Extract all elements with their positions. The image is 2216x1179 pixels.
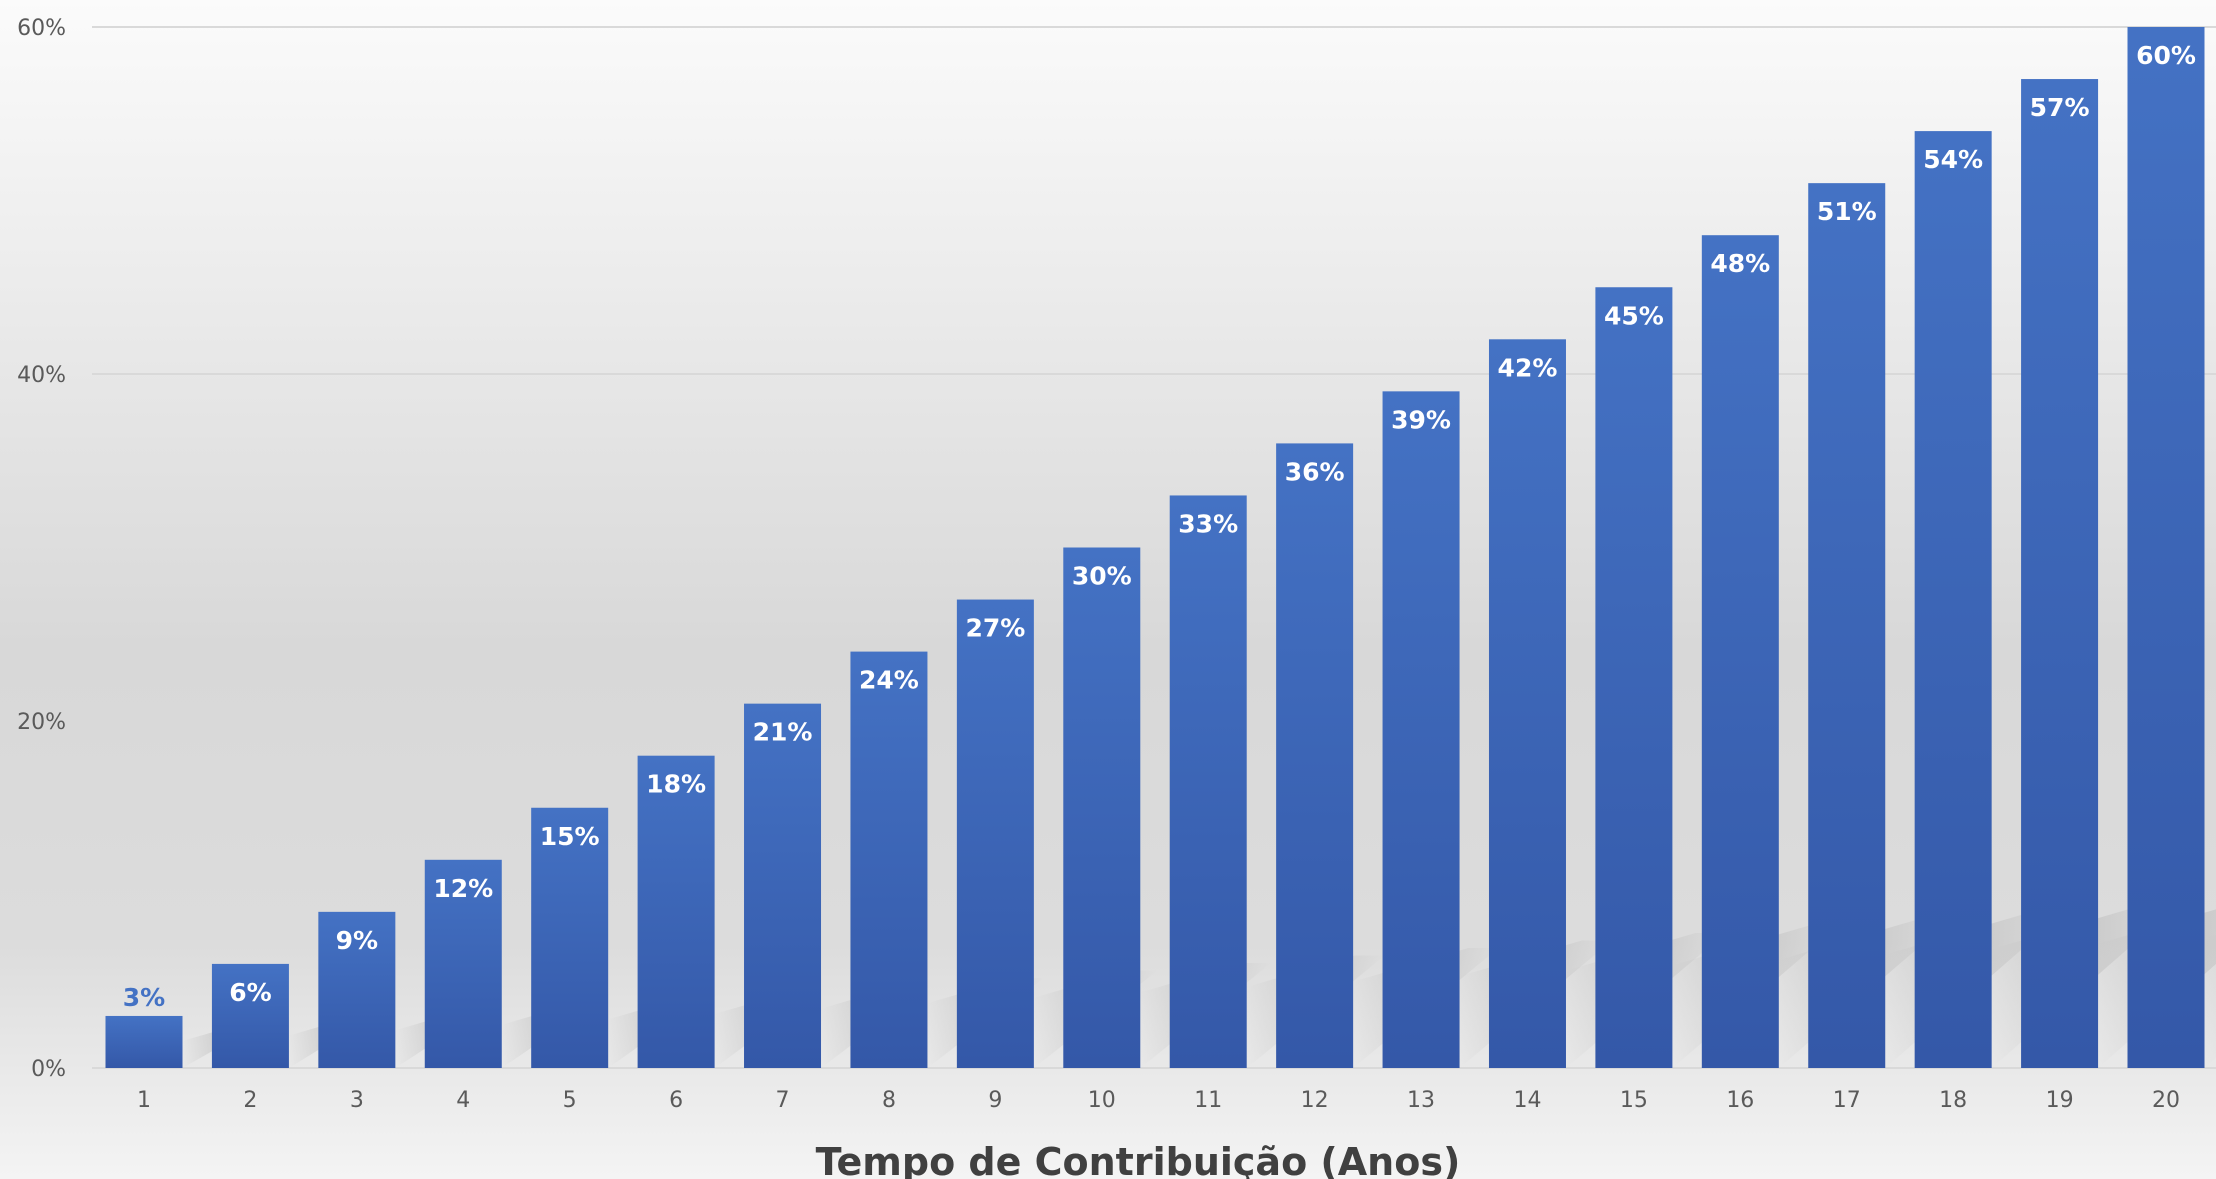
bar-6 <box>637 755 715 1068</box>
x-tick-label: 7 <box>776 1088 790 1113</box>
x-tick-label: 8 <box>882 1088 896 1113</box>
data-label: 57% <box>2030 93 2090 122</box>
data-label: 30% <box>1072 562 1132 591</box>
bar-shadow <box>2204 935 2216 1068</box>
bar-1 <box>105 1015 183 1068</box>
data-label: 33% <box>1178 509 1238 538</box>
bar-15 <box>1595 287 1673 1068</box>
x-tick-label: 6 <box>669 1088 683 1113</box>
data-label: 54% <box>1923 145 1983 174</box>
y-tick-label: 60% <box>17 16 66 41</box>
x-tick-label: 18 <box>1939 1088 1967 1113</box>
y-axis: 0% 20% 40% 60% <box>17 16 66 1082</box>
bar-18 <box>1914 131 1992 1069</box>
y-tick-label: 0% <box>31 1057 66 1082</box>
data-label: 9% <box>336 926 378 955</box>
bar-4 <box>424 859 502 1068</box>
bar-2 <box>211 963 289 1068</box>
bar-20 <box>2127 27 2205 1068</box>
data-label: 42% <box>1498 353 1558 382</box>
bar-11 <box>1169 495 1247 1068</box>
x-tick-label: 12 <box>1301 1088 1329 1113</box>
bar-12 <box>1276 443 1354 1068</box>
bar-5 <box>531 807 609 1068</box>
data-label: 45% <box>1604 301 1664 330</box>
bar-8 <box>850 651 928 1068</box>
bar-3 <box>318 911 396 1068</box>
data-labels: 3% 6% 9% 12% 15% 18% 21% 24% 27% 30% 33% 36% 39% 42% 4… <box>123 41 2196 1012</box>
bar-7 <box>744 703 822 1068</box>
data-label: 18% <box>646 770 706 799</box>
x-tick-label: 2 <box>243 1088 257 1113</box>
x-tick-label: 17 <box>1833 1088 1861 1113</box>
bar-13 <box>1382 391 1460 1069</box>
x-tick-label: 4 <box>456 1088 470 1113</box>
x-tick-label: 15 <box>1620 1088 1648 1113</box>
bar-17 <box>1808 183 1886 1068</box>
bar-16 <box>1701 235 1779 1068</box>
bar-19 <box>2021 79 2099 1069</box>
bars <box>105 27 2205 1069</box>
data-label: 39% <box>1391 405 1451 434</box>
y-tick-label: 40% <box>17 363 66 388</box>
x-tick-label: 10 <box>1088 1088 1116 1113</box>
data-label: 6% <box>229 978 271 1007</box>
bar-10 <box>1063 547 1141 1068</box>
data-label: 36% <box>1285 457 1345 486</box>
x-tick-label: 5 <box>563 1088 577 1113</box>
data-label: 60% <box>2136 41 2196 70</box>
bar-14 <box>1488 339 1566 1068</box>
x-axis-title: Tempo de Contribuição (Anos) <box>816 1140 1461 1179</box>
x-tick-label: 13 <box>1407 1088 1435 1113</box>
x-tick-label: 9 <box>988 1088 1002 1113</box>
y-tick-label: 20% <box>17 710 66 735</box>
x-tick-label: 14 <box>1513 1088 1541 1113</box>
data-label: 3% <box>123 983 165 1012</box>
data-label: 27% <box>965 614 1025 643</box>
data-label: 12% <box>433 874 493 903</box>
data-label: 24% <box>859 666 919 695</box>
x-tick-label: 16 <box>1726 1088 1754 1113</box>
bar-9 <box>956 599 1034 1068</box>
x-axis: 1 2 3 4 5 6 7 8 9 10 11 12 13 14 15 16 17 18 19 20 <box>137 1088 2180 1113</box>
x-tick-label: 3 <box>350 1088 364 1113</box>
x-tick-label: 11 <box>1194 1088 1222 1113</box>
data-label: 51% <box>1817 197 1877 226</box>
bar-shadow <box>821 985 931 1068</box>
x-tick-label: 1 <box>137 1088 151 1113</box>
data-label: 48% <box>1710 249 1770 278</box>
data-label: 15% <box>540 822 600 851</box>
x-tick-label: 20 <box>2152 1088 2180 1113</box>
data-label: 21% <box>753 718 813 747</box>
x-tick-label: 19 <box>2046 1088 2074 1113</box>
